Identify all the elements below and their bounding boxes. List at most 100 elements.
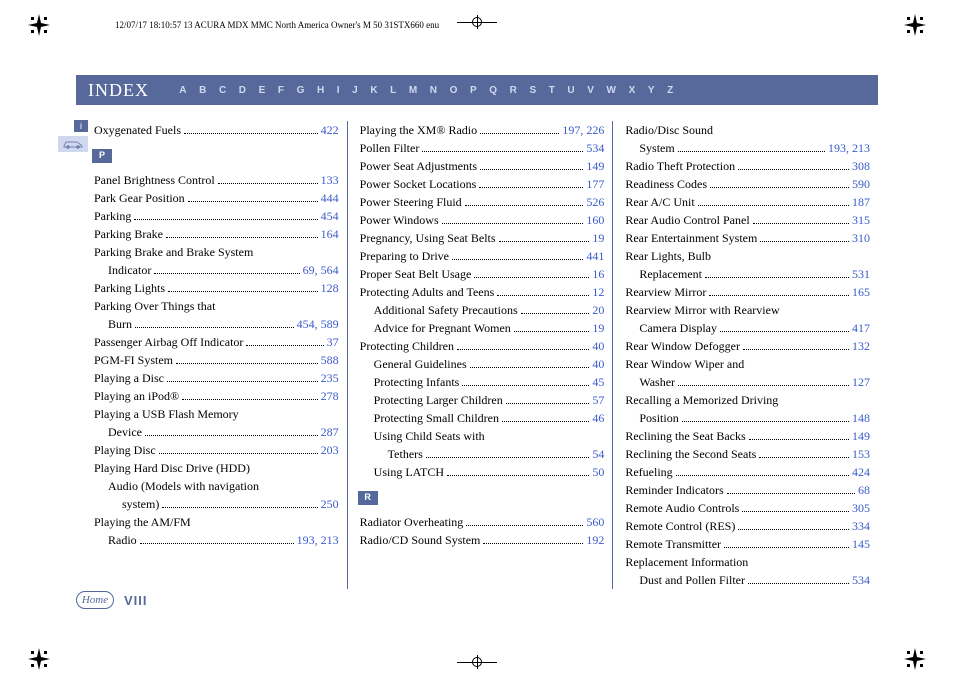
alpha-tab-q[interactable]: Q [483,85,503,96]
index-page-ref[interactable]: 417 [852,319,870,337]
alpha-tab-p[interactable]: P [464,85,483,96]
index-entry-label: Parking Lights [94,279,165,297]
index-page-ref[interactable]: 54 [592,445,604,463]
index-page-ref[interactable]: 45 [592,373,604,391]
index-page-ref[interactable]: 50 [592,463,604,481]
alpha-tab-u[interactable]: U [561,85,581,96]
index-page-ref[interactable]: 148 [852,409,870,427]
alpha-tab-a[interactable]: A [173,85,193,96]
index-page-ref[interactable]: 40 [592,337,604,355]
index-page-ref[interactable]: 590 [852,175,870,193]
index-page-ref[interactable]: 69, 564 [303,261,339,279]
index-page-ref[interactable]: 531 [852,265,870,283]
index-page-ref[interactable]: 315 [852,211,870,229]
alpha-tab-l[interactable]: L [384,85,403,96]
index-page-ref[interactable]: 19 [592,319,604,337]
alpha-tab-x[interactable]: X [622,85,641,96]
index-page-ref[interactable]: 40 [592,355,604,373]
alpha-tab-z[interactable]: Z [661,85,680,96]
index-page-ref[interactable]: 133 [321,171,339,189]
index-page-ref[interactable]: 278 [321,387,339,405]
index-page-ref[interactable]: 308 [852,157,870,175]
index-page-ref[interactable]: 193, 213 [297,531,339,549]
index-page-ref[interactable]: 16 [592,265,604,283]
index-page-ref[interactable]: 526 [586,193,604,211]
index-page-ref[interactable]: 534 [852,571,870,589]
alpha-tab-t[interactable]: T [542,85,561,96]
alpha-tab-j[interactable]: J [346,85,364,96]
index-page-ref[interactable]: 534 [586,139,604,157]
index-entry-label: Camera Display [625,319,717,337]
alpha-tab-y[interactable]: Y [642,85,661,96]
alpha-tab-w[interactable]: W [600,85,622,96]
car-icon[interactable] [58,136,88,152]
index-page-ref[interactable]: 132 [852,337,870,355]
alpha-tab-d[interactable]: D [232,85,252,96]
index-page-ref[interactable]: 424 [852,463,870,481]
index-page-ref[interactable]: 235 [321,369,339,387]
alpha-tab-c[interactable]: C [213,85,233,96]
index-page-ref[interactable]: 68 [858,481,870,499]
index-page-ref[interactable]: 127 [852,373,870,391]
index-page-ref[interactable]: 334 [852,517,870,535]
alpha-tab-n[interactable]: N [423,85,443,96]
alpha-tab-m[interactable]: M [403,85,424,96]
index-page-ref[interactable]: 128 [321,279,339,297]
alpha-tab-h[interactable]: H [311,85,331,96]
index-page-ref[interactable]: 145 [852,535,870,553]
index-page-ref[interactable]: 149 [852,427,870,445]
alpha-tab-g[interactable]: G [290,85,310,96]
home-button[interactable]: Home [76,591,114,609]
index-page-ref[interactable]: 57 [592,391,604,409]
index-page-ref[interactable]: 310 [852,229,870,247]
index-page-ref[interactable]: 441 [586,247,604,265]
index-page-ref[interactable]: 305 [852,499,870,517]
index-page-ref[interactable]: 560 [586,513,604,531]
alpha-tab-v[interactable]: V [581,85,600,96]
index-page-ref[interactable]: 37 [327,333,339,351]
index-entry: Protecting Small Children46 [360,409,605,427]
index-entry-label: Protecting Adults and Teens [360,283,495,301]
index-page-ref[interactable]: 444 [321,189,339,207]
index-entry: Power Steering Fluid526 [360,193,605,211]
alpha-tab-i[interactable]: I [330,85,345,96]
index-page-ref[interactable]: 454 [321,207,339,225]
index-page-ref[interactable]: 422 [321,121,339,139]
alpha-tab-k[interactable]: K [364,85,384,96]
alpha-tab-s[interactable]: S [523,85,542,96]
index-page-ref[interactable]: 193, 213 [828,139,870,157]
index-page-ref[interactable]: 46 [592,409,604,427]
index-page-ref[interactable]: 187 [852,193,870,211]
alpha-tab-e[interactable]: E [252,85,271,96]
index-page-ref[interactable]: 149 [586,157,604,175]
index-page-ref[interactable]: 12 [592,283,604,301]
index-page-ref[interactable]: 588 [321,351,339,369]
index-entry-label: Rear Window Wiper and [625,355,744,373]
alpha-tab-b[interactable]: B [193,85,213,96]
index-page-ref[interactable]: 454, 589 [297,315,339,333]
index-page-ref[interactable]: 165 [852,283,870,301]
index-entry: Rear Lights, Bulb [625,247,870,265]
index-page-ref[interactable]: 20 [592,301,604,319]
index-page-ref[interactable]: 177 [586,175,604,193]
index-entry-label: General Guidelines [360,355,467,373]
index-page-ref[interactable]: 250 [321,495,339,513]
index-page-ref[interactable]: 197, 226 [562,121,604,139]
index-entry: Replacement Information [625,553,870,571]
dot-leader [188,201,318,202]
alpha-tab-o[interactable]: O [443,85,463,96]
dot-leader [748,583,849,584]
index-page-ref[interactable]: 287 [321,423,339,441]
index-page-ref[interactable]: 160 [586,211,604,229]
dot-leader [753,223,849,224]
dot-leader [140,543,294,544]
index-page-ref[interactable]: 192 [586,531,604,549]
alpha-tab-f[interactable]: F [272,85,291,96]
index-page-ref[interactable]: 153 [852,445,870,463]
index-page-ref[interactable]: 19 [592,229,604,247]
alpha-tab-r[interactable]: R [503,85,523,96]
index-entry-label: Power Seat Adjustments [360,157,477,175]
index-page-ref[interactable]: 164 [321,225,339,243]
index-page-ref[interactable]: 203 [321,441,339,459]
info-icon[interactable]: i [74,120,88,132]
